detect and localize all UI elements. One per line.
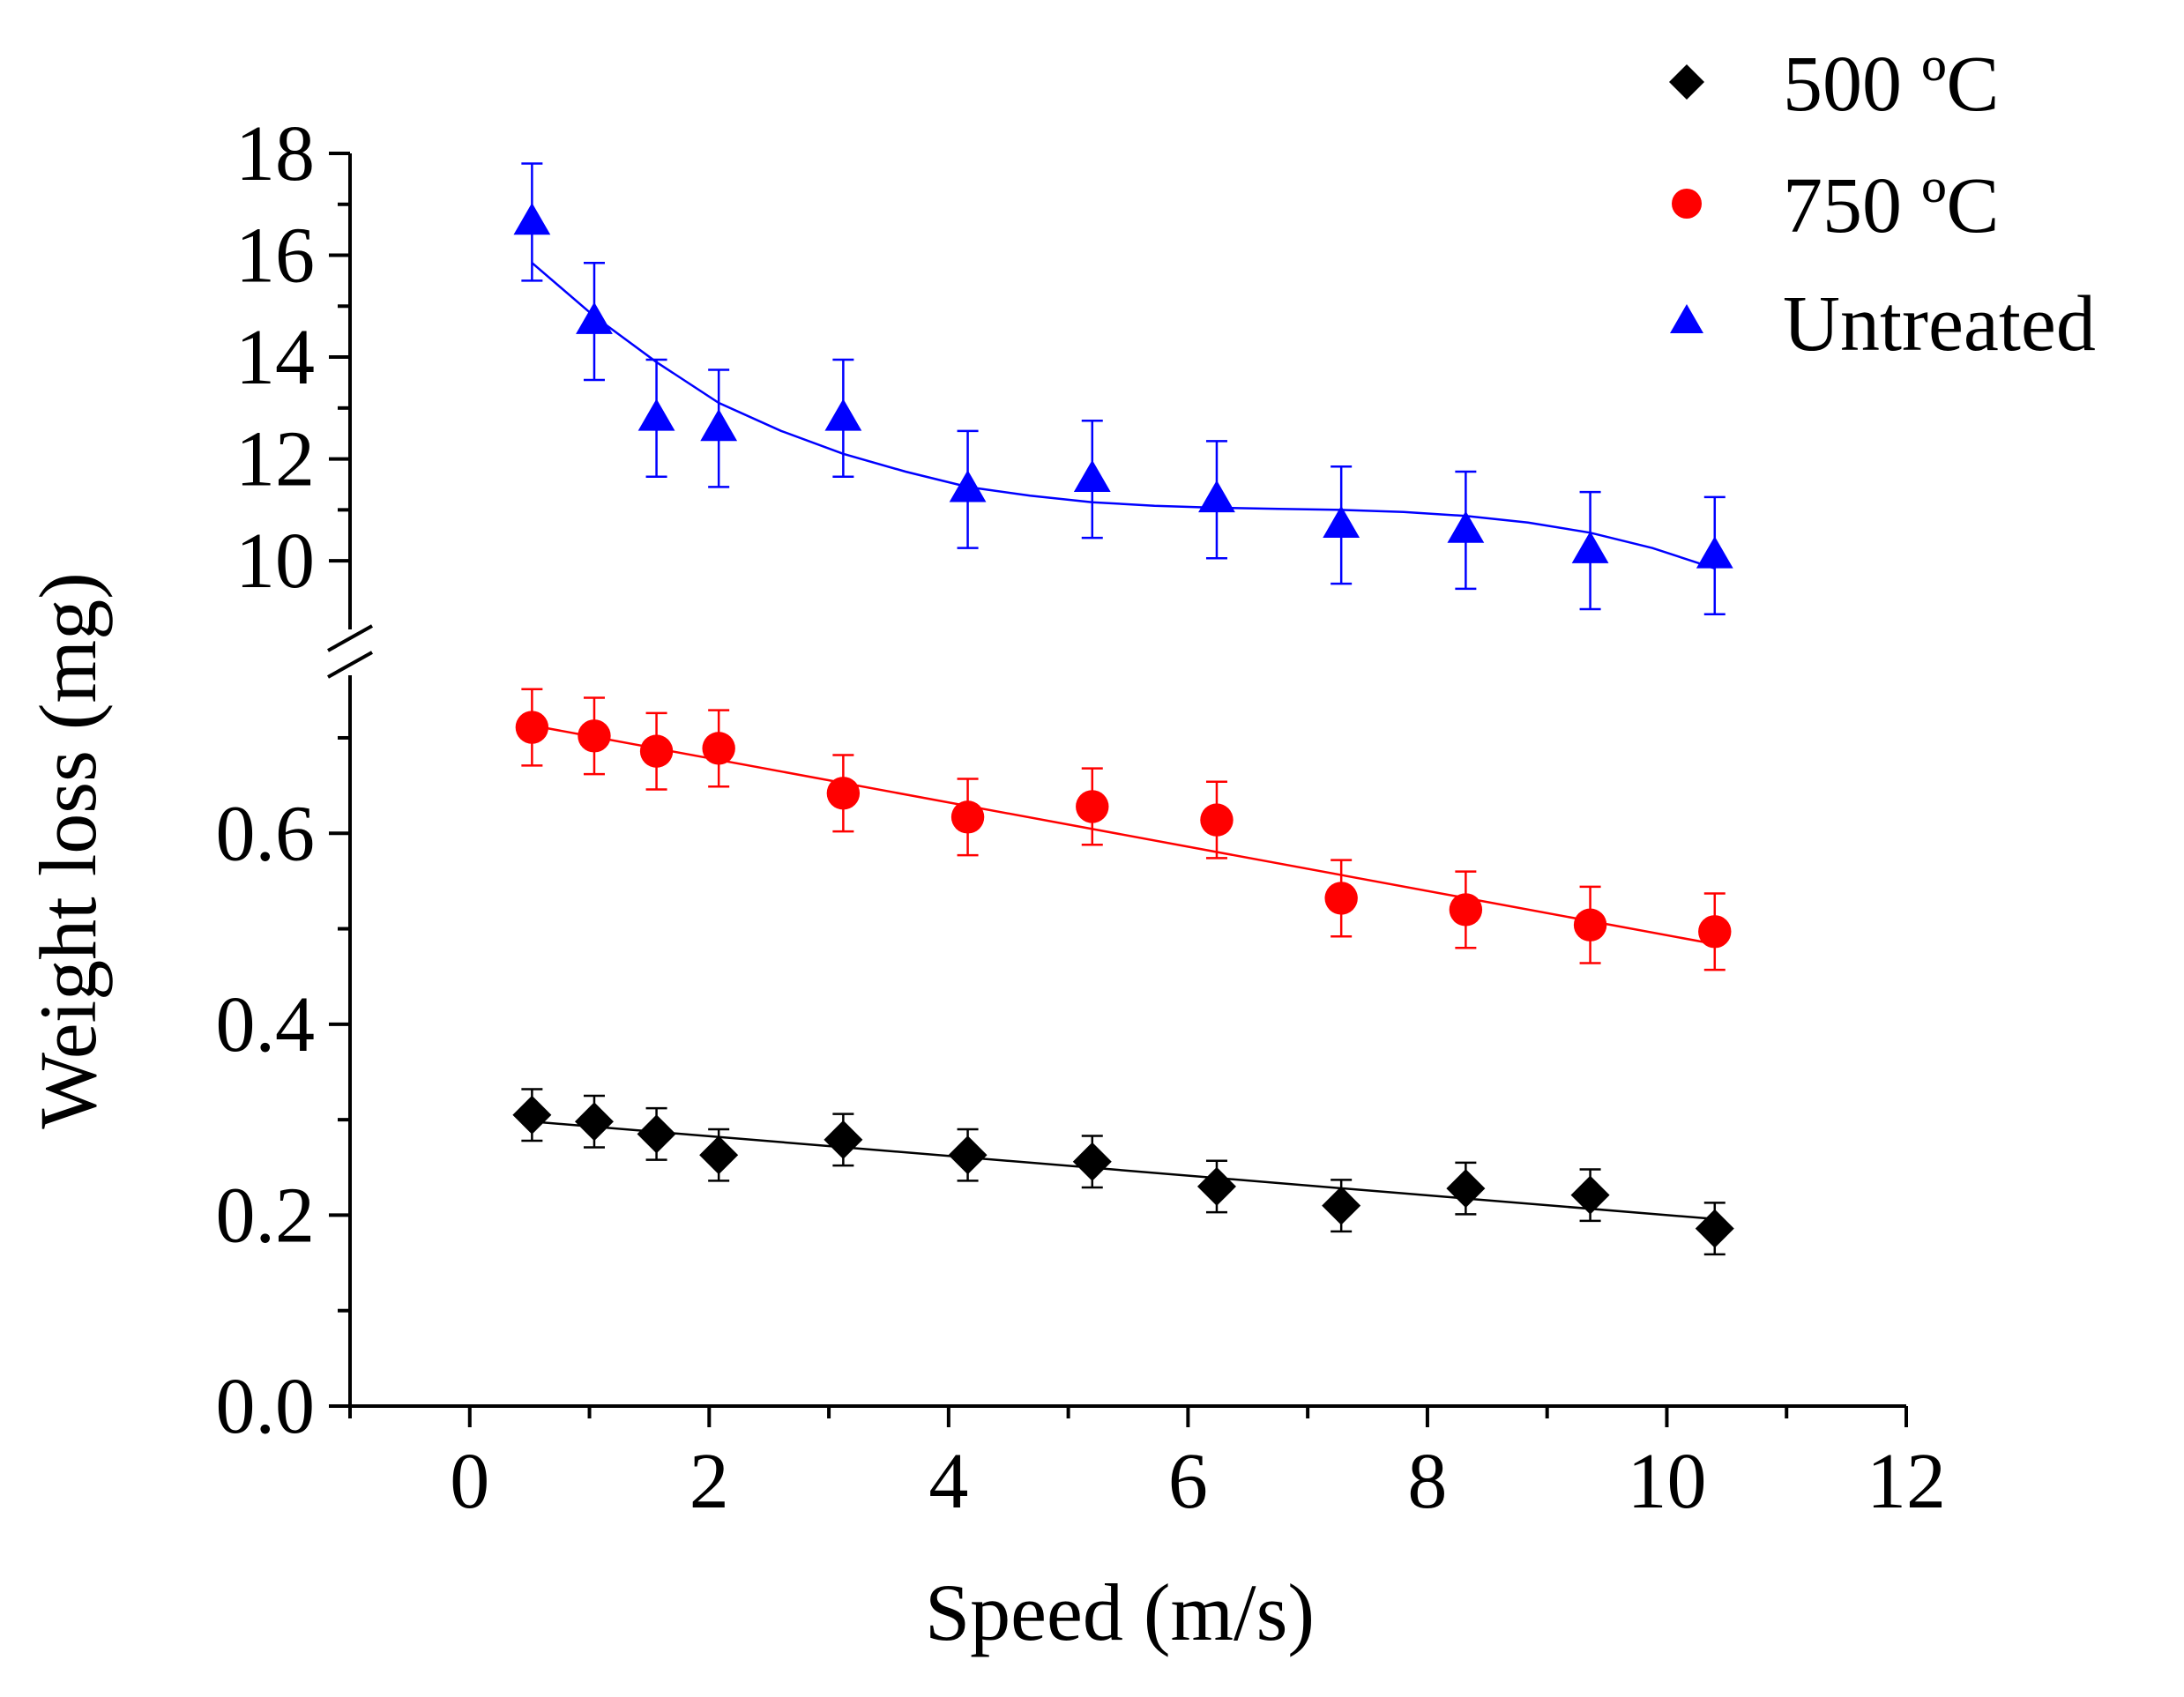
data-point-untreated: [1073, 459, 1111, 492]
data-point-500c: [1322, 1186, 1361, 1225]
x-tick-label: 2: [689, 1438, 729, 1525]
legend-marker-untreated: [1670, 304, 1703, 333]
x-tick-label: 4: [928, 1438, 968, 1525]
data-point-750c: [1076, 790, 1109, 823]
axes: 0 2 4 6 8 10 12 0.0 0.2 0.4 0.6 10 12 14 16 18: [216, 110, 1947, 1525]
y-tick-label: 0.0: [216, 1363, 316, 1450]
legend-label-750c: 750 ºC: [1783, 162, 1999, 249]
data-point-750c: [950, 800, 985, 834]
x-axis-title: Speed (m/s): [925, 1567, 1315, 1657]
data-point-untreated: [637, 398, 675, 431]
data-point-untreated: [824, 398, 862, 431]
y-tick-label: 0.6: [216, 790, 316, 877]
y-tick-label: 18: [235, 110, 315, 197]
data-point-500c: [1072, 1142, 1112, 1181]
error-bars: [521, 162, 1726, 1256]
data-point-750c: [1200, 803, 1234, 837]
legend-label-500c: 500 ºC: [1783, 41, 1999, 128]
y-tick-label: 0.2: [216, 1172, 316, 1259]
data-point-750c: [1449, 893, 1483, 927]
fit-line-500c: [532, 1120, 1715, 1221]
data-point-500c: [512, 1095, 552, 1135]
y-tick-label: 0.4: [216, 981, 316, 1068]
y-tick-label: 10: [235, 517, 315, 605]
data-point-500c: [1695, 1209, 1734, 1248]
data-point-500c: [637, 1114, 676, 1154]
data-point-untreated: [700, 408, 738, 442]
data-point-750c: [1573, 908, 1607, 942]
data-point-untreated: [1571, 531, 1609, 563]
data-point-untreated: [576, 301, 613, 334]
data-point-untreated: [513, 202, 551, 235]
data-point-750c: [578, 719, 611, 753]
legend: 500 ºC 750 ºC Untreated: [1669, 41, 2096, 368]
data-point-500c: [948, 1135, 988, 1175]
fit-lines: [531, 262, 1716, 1221]
axis-break-mark: [327, 624, 373, 652]
x-tick-label: 10: [1627, 1438, 1706, 1525]
legend-marker-750c: [1672, 189, 1702, 219]
data-point-750c: [639, 734, 674, 768]
data-markers: [512, 202, 1734, 1248]
data-point-750c: [702, 732, 735, 765]
data-point-750c: [1324, 882, 1358, 915]
data-point-untreated: [949, 470, 987, 502]
data-point-untreated: [1198, 480, 1235, 513]
data-point-750c: [826, 777, 861, 810]
x-tick-label: 12: [1867, 1438, 1946, 1525]
y-tick-label: 14: [235, 314, 315, 401]
axis-break-mark: [327, 651, 373, 679]
legend-marker-500c: [1669, 64, 1704, 100]
data-point-750c: [1698, 915, 1732, 949]
fit-line-untreated: [531, 262, 1716, 569]
x-tick-label: 0: [450, 1438, 489, 1525]
x-tick-label: 6: [1168, 1438, 1208, 1525]
data-point-untreated: [1447, 510, 1485, 543]
data-point-untreated: [1323, 505, 1360, 538]
fit-line-750c: [532, 724, 1716, 946]
data-point-500c: [699, 1135, 739, 1175]
y-tick-label: 16: [235, 212, 315, 300]
data-point-750c: [515, 711, 549, 744]
data-point-500c: [824, 1120, 863, 1159]
data-point-500c: [1196, 1166, 1236, 1206]
data-point-500c: [1570, 1175, 1610, 1215]
data-point-500c: [574, 1102, 614, 1142]
data-point-500c: [1446, 1169, 1486, 1209]
x-tick-label: 8: [1407, 1438, 1447, 1525]
legend-label-untreated: Untreated: [1783, 280, 2096, 368]
y-tick-label: 12: [235, 416, 315, 503]
y-axis-title: Weight loss (mg): [23, 572, 113, 1128]
data-point-untreated: [1696, 536, 1733, 569]
